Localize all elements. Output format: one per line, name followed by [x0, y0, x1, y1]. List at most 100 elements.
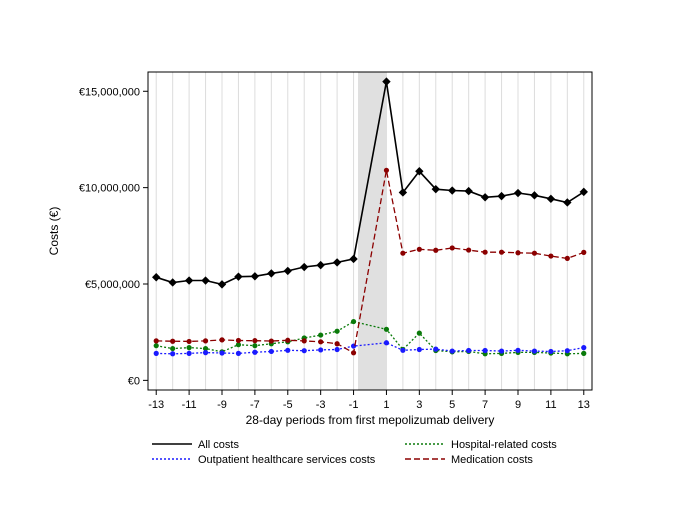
data-point: [382, 77, 391, 86]
legend: All costs Hospital-related costs Outpatien…: [152, 439, 557, 466]
data-point: [184, 276, 194, 285]
data-point: [400, 347, 406, 353]
data-point: [301, 348, 307, 354]
data-point: [252, 343, 258, 349]
data-point: [581, 249, 587, 255]
data-point: [268, 338, 274, 344]
plot-frame: [147, 71, 593, 391]
data-point: [466, 347, 472, 354]
x-tick-label: 5: [449, 399, 455, 411]
data-point: [234, 272, 243, 281]
x-tick-label: -5: [283, 399, 293, 411]
data-point: [186, 338, 192, 345]
data-point: [548, 253, 554, 259]
data-point: [186, 350, 192, 356]
data-point: [466, 247, 472, 253]
x-tick-label: -13: [148, 399, 164, 411]
data-point: [318, 339, 324, 345]
data-point: [300, 262, 309, 272]
data-point: [301, 338, 307, 344]
x-axis: -13 -11 -9 -7 -5 -3 -1 1 3 5 7 9 11 13: [148, 390, 590, 411]
x-tick-label: -1: [349, 399, 359, 411]
data-point: [219, 350, 225, 356]
data-point: [449, 245, 455, 251]
data-point: [168, 278, 177, 287]
data-point: [513, 188, 523, 198]
data-point: [398, 188, 408, 197]
data-point: [170, 345, 176, 352]
data-point: [530, 191, 539, 200]
data-point: [252, 349, 258, 355]
x-tick-label: 7: [482, 399, 488, 411]
series-all-costs: [152, 77, 588, 289]
data-point: [283, 266, 292, 276]
delivery-period-shade: [358, 72, 387, 390]
data-point: [202, 345, 209, 352]
data-point: [480, 193, 490, 202]
data-point: [482, 249, 488, 255]
x-tick-label: 11: [545, 399, 556, 411]
series-line: [156, 320, 584, 355]
data-point: [332, 258, 342, 267]
series-outpatient-healthcare-services-costs: [153, 340, 587, 357]
data-point: [152, 273, 161, 282]
data-point: [416, 330, 422, 336]
legend-label: Hospital-related costs: [451, 439, 557, 451]
data-point: [334, 346, 340, 353]
data-point: [235, 337, 242, 344]
data-point: [217, 280, 227, 289]
data-point: [548, 348, 554, 355]
y-tick-label: €10,000,000: [79, 183, 140, 195]
data-point: [219, 337, 225, 343]
x-tick-label: 9: [515, 399, 521, 411]
data-point: [579, 187, 588, 197]
data-point: [416, 346, 422, 353]
data-point: [563, 198, 572, 207]
series-line: [156, 170, 585, 354]
data-point: [268, 348, 274, 355]
data-point: [285, 347, 291, 353]
legend-label: Medication costs: [451, 454, 533, 466]
x-tick-label: -9: [217, 399, 227, 411]
series-layer: [152, 77, 588, 357]
data-point: [564, 255, 570, 261]
data-point: [383, 167, 390, 173]
data-point: [235, 342, 242, 348]
data-point: [433, 346, 439, 352]
y-axis: €0 €5,000,000 €10,000,000 €15,000,000: [79, 86, 148, 387]
data-point: [350, 318, 357, 325]
x-tick-label: 1: [383, 399, 389, 411]
data-point: [448, 186, 457, 195]
data-point: [431, 184, 440, 194]
data-point: [464, 186, 473, 196]
data-point: [202, 338, 209, 344]
y-tick-label: €15,000,000: [79, 86, 140, 98]
data-point: [497, 191, 506, 201]
data-point: [498, 249, 505, 255]
data-point: [433, 247, 439, 253]
series-line: [156, 342, 584, 355]
x-tick-label: -7: [250, 399, 260, 411]
data-point: [316, 260, 325, 270]
data-point: [153, 343, 159, 349]
data-point: [153, 338, 159, 344]
data-point: [267, 269, 276, 278]
data-point: [416, 246, 422, 252]
data-point: [250, 272, 260, 281]
data-point: [202, 350, 209, 356]
series-medication-costs: [153, 167, 587, 356]
data-point: [531, 250, 538, 256]
x-axis-label: 28-day periods from first mepolizumab de…: [246, 413, 495, 427]
data-point: [201, 276, 210, 285]
data-point: [400, 250, 406, 256]
y-axis-label: Costs (€): [47, 207, 61, 256]
data-point: [252, 338, 258, 344]
data-point: [415, 167, 424, 176]
data-point: [153, 350, 159, 356]
data-point: [546, 194, 556, 204]
legend-label: Outpatient healthcare services costs: [198, 454, 376, 466]
data-point: [531, 348, 538, 354]
data-point: [318, 332, 324, 338]
x-tick-label: -11: [182, 399, 197, 411]
